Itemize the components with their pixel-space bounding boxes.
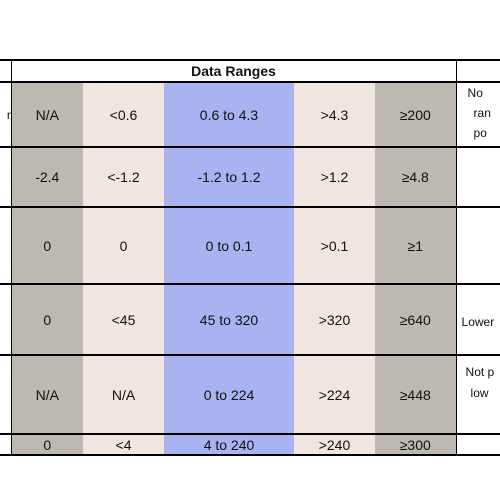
cell-col-2: <0.6 (83, 81, 164, 148)
data-ranges-table: Data Ranges n N/A <0.6 0.6 to 4.3 >4.3 ≥… (0, 59, 500, 456)
cell-col-3: 4 to 240 (164, 433, 294, 456)
row-stub-cell (0, 433, 12, 456)
table-title: Data Ranges (11, 59, 457, 83)
cell-col-4: >1.2 (294, 146, 375, 208)
cell-col-3: -1.2 to 1.2 (164, 146, 294, 208)
note-cell (455, 433, 500, 456)
note-line: Lower (461, 315, 495, 329)
row-stub-cell: n (0, 81, 12, 148)
note-line: ran (473, 106, 491, 120)
header-row: Data Ranges (0, 59, 500, 83)
cell-col-5: ≥200 (375, 81, 457, 148)
cell-col-1: N/A (11, 81, 83, 148)
row-stub-cell (0, 283, 12, 356)
table-row: N/A N/A 0 to 224 >224 ≥448 Not p low (0, 354, 500, 435)
cell-col-3: 0 to 224 (164, 354, 294, 435)
note-line: po (473, 126, 487, 140)
header-stub-cell (0, 59, 12, 83)
cell-col-4: >320 (294, 283, 375, 356)
table-row: 0 <4 4 to 240 >240 ≥300 (0, 433, 500, 456)
cell-col-5: ≥448 (375, 354, 457, 435)
cell-col-1: 0 (11, 433, 83, 456)
table-row: 0 0 0 to 0.1 >0.1 ≥1 (0, 206, 500, 285)
note-cell: No ran po (455, 81, 500, 148)
note-cell: Lower (455, 283, 500, 356)
table-row: 0 <45 45 to 320 >320 ≥640 Lower (0, 283, 500, 356)
note-cell (455, 146, 500, 208)
table-row: n N/A <0.6 0.6 to 4.3 >4.3 ≥200 No ran p… (0, 81, 500, 148)
table-row: -2.4 <-1.2 -1.2 to 1.2 >1.2 ≥4.8 (0, 146, 500, 208)
note-line: low (470, 386, 489, 400)
cell-col-1: -2.4 (11, 146, 83, 208)
row-stub-cell (0, 206, 12, 285)
note-cell: Not p low (455, 354, 500, 435)
cell-col-5: ≥640 (375, 283, 457, 356)
cell-col-2: <4 (83, 433, 164, 456)
header-note-cell (455, 59, 500, 83)
cell-col-4: >224 (294, 354, 375, 435)
cell-col-5: ≥300 (375, 433, 457, 456)
cell-col-3: 0 to 0.1 (164, 206, 294, 285)
cell-col-4: >0.1 (294, 206, 375, 285)
note-cell (455, 206, 500, 285)
cell-col-3: 45 to 320 (164, 283, 294, 356)
row-stub-cell (0, 146, 12, 208)
cell-col-2: <45 (83, 283, 164, 356)
cell-col-5: ≥4.8 (375, 146, 457, 208)
cell-col-2: 0 (83, 206, 164, 285)
cell-col-2: N/A (83, 354, 164, 435)
note-line: Not p (465, 365, 495, 379)
cell-col-1: N/A (11, 354, 83, 435)
cell-col-5: ≥1 (375, 206, 457, 285)
cell-col-4: >240 (294, 433, 375, 456)
cell-col-3: 0.6 to 4.3 (164, 81, 294, 148)
row-stub-text: n (0, 108, 10, 122)
cell-col-1: 0 (11, 283, 83, 356)
cell-col-2: <-1.2 (83, 146, 164, 208)
cell-col-1: 0 (11, 206, 83, 285)
note-line: No (467, 86, 483, 100)
cell-col-4: >4.3 (294, 81, 375, 148)
row-stub-cell (0, 354, 12, 435)
